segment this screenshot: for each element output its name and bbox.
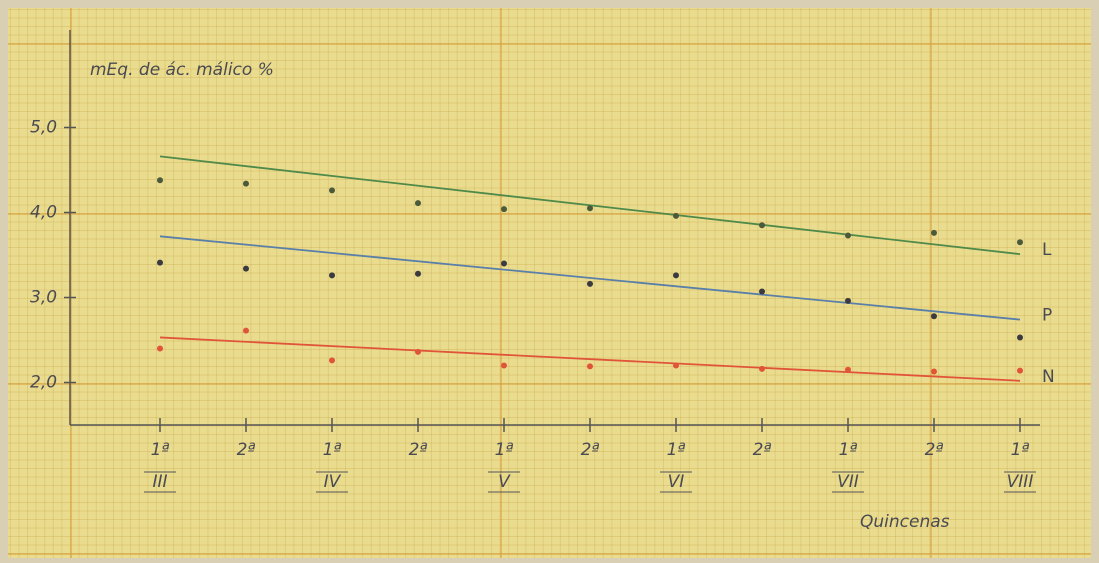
y-tick-label: 2,0 xyxy=(30,373,57,393)
chart: mEq. de ác. málico % Quincenas 2,0 3,0 4,0… xyxy=(0,0,1099,563)
point xyxy=(673,363,679,369)
point xyxy=(501,363,507,369)
point xyxy=(1017,239,1023,245)
point xyxy=(587,363,593,369)
point xyxy=(759,222,765,228)
x-tick-label: 1ª xyxy=(667,440,686,460)
month-label: III xyxy=(152,472,167,492)
chart-title: mEq. de ác. málico % xyxy=(90,60,274,80)
page: mEq. de ác. málico % Quincenas 2,0 3,0 4,0… xyxy=(0,0,1099,563)
x-tick-label: 1ª xyxy=(839,440,858,460)
legend-label: N xyxy=(1042,367,1055,387)
point xyxy=(845,367,851,373)
point xyxy=(587,205,593,211)
point xyxy=(759,289,765,295)
point xyxy=(673,272,679,278)
point xyxy=(759,366,765,372)
x-tick-label: 2ª xyxy=(753,440,772,460)
month-label: VIII xyxy=(1007,472,1034,492)
point xyxy=(931,313,937,319)
month-label: VII xyxy=(837,472,859,492)
point xyxy=(931,230,937,236)
point xyxy=(1017,334,1023,340)
point xyxy=(157,260,163,266)
point xyxy=(329,187,335,193)
point xyxy=(931,368,937,374)
y-tick-label: 4,0 xyxy=(30,203,57,223)
x-tick-label: 1ª xyxy=(495,440,514,460)
point xyxy=(415,271,421,277)
month-label: VI xyxy=(668,472,685,492)
x-tick-label: 2ª xyxy=(925,440,944,460)
point xyxy=(329,272,335,278)
point xyxy=(243,181,249,187)
point xyxy=(1017,368,1023,374)
month-label: IV xyxy=(324,472,342,492)
point xyxy=(415,200,421,206)
x-tick-label: 1ª xyxy=(323,440,342,460)
trend-line xyxy=(160,337,1020,380)
point xyxy=(501,261,507,267)
point xyxy=(243,328,249,334)
x-tick-label: 1ª xyxy=(1011,440,1030,460)
x-tick-label: 2ª xyxy=(581,440,600,460)
legend-label: P xyxy=(1042,306,1052,326)
legend-label: L xyxy=(1042,240,1052,260)
x-axis-label: Quincenas xyxy=(860,512,950,532)
point xyxy=(157,177,163,183)
y-tick-label: 5,0 xyxy=(30,118,57,138)
point xyxy=(501,206,507,212)
point xyxy=(673,213,679,219)
point xyxy=(329,357,335,363)
point xyxy=(587,281,593,287)
month-label: V xyxy=(498,472,511,492)
point xyxy=(415,349,421,355)
point xyxy=(845,298,851,304)
x-tick-label: 2ª xyxy=(237,440,256,460)
x-tick-label: 1ª xyxy=(151,440,170,460)
point xyxy=(243,266,249,272)
y-tick-label: 3,0 xyxy=(30,288,57,308)
trend-line xyxy=(160,236,1020,319)
point xyxy=(845,232,851,238)
point xyxy=(157,346,163,352)
x-tick-label: 2ª xyxy=(409,440,428,460)
